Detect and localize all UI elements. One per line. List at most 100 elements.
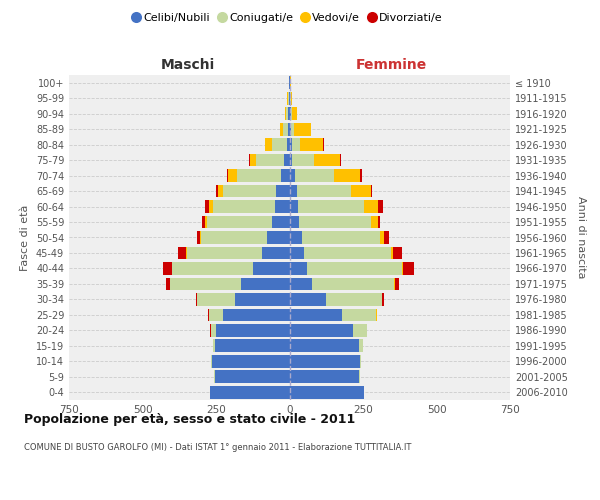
Bar	[290, 123, 294, 136]
Bar	[364, 200, 378, 213]
Bar	[290, 386, 364, 398]
Bar	[197, 231, 200, 244]
Bar	[290, 184, 297, 198]
Bar	[170, 278, 241, 290]
Bar	[288, 123, 290, 136]
Bar	[209, 308, 223, 321]
Bar	[311, 278, 394, 290]
Bar	[210, 386, 290, 398]
Bar	[403, 262, 414, 275]
Bar	[290, 138, 292, 151]
Bar	[295, 169, 334, 182]
Bar	[290, 293, 326, 306]
Bar	[297, 184, 351, 198]
Bar	[197, 293, 235, 306]
Bar	[299, 216, 371, 228]
Bar	[290, 108, 292, 120]
Y-axis label: Anni di nascita: Anni di nascita	[576, 196, 586, 279]
Bar	[212, 355, 290, 368]
Bar	[211, 324, 216, 336]
Bar	[287, 138, 290, 151]
Bar	[223, 308, 290, 321]
Bar	[290, 154, 292, 166]
Bar	[359, 340, 363, 352]
Bar	[213, 340, 215, 352]
Text: Femmine: Femmine	[355, 58, 427, 72]
Bar	[290, 246, 304, 260]
Bar	[288, 92, 289, 104]
Bar	[285, 108, 286, 120]
Bar	[281, 169, 290, 182]
Bar	[294, 123, 311, 136]
Bar	[290, 262, 307, 275]
Bar	[205, 216, 207, 228]
Bar	[236, 169, 281, 182]
Bar	[213, 200, 275, 213]
Bar	[290, 216, 299, 228]
Bar	[163, 262, 172, 275]
Bar	[307, 262, 402, 275]
Bar	[262, 246, 290, 260]
Bar	[290, 324, 353, 336]
Bar	[360, 355, 361, 368]
Bar	[249, 154, 250, 166]
Bar	[371, 216, 378, 228]
Bar	[196, 293, 197, 306]
Bar	[378, 200, 383, 213]
Bar	[268, 231, 290, 244]
Bar	[291, 92, 292, 104]
Bar	[207, 216, 272, 228]
Bar	[187, 246, 262, 260]
Bar	[272, 216, 290, 228]
Legend: Celibi/Nubili, Coniugati/e, Vedovi/e, Divorziati/e: Celibi/Nubili, Coniugati/e, Vedovi/e, Di…	[129, 8, 447, 28]
Bar	[241, 278, 290, 290]
Bar	[202, 216, 205, 228]
Bar	[218, 184, 223, 198]
Bar	[290, 340, 359, 352]
Bar	[276, 184, 290, 198]
Bar	[292, 154, 314, 166]
Bar	[298, 200, 364, 213]
Bar	[292, 138, 301, 151]
Text: Maschi: Maschi	[161, 58, 215, 72]
Bar	[301, 138, 323, 151]
Bar	[290, 355, 360, 368]
Bar	[290, 370, 359, 383]
Bar	[280, 123, 283, 136]
Bar	[383, 231, 389, 244]
Bar	[253, 262, 290, 275]
Bar	[229, 169, 236, 182]
Bar	[215, 340, 290, 352]
Bar	[288, 108, 290, 120]
Text: COMUNE DI BUSTO GAROLFO (MI) - Dati ISTAT 1° gennaio 2011 - Elaborazione TUTTITA: COMUNE DI BUSTO GAROLFO (MI) - Dati ISTA…	[24, 442, 412, 452]
Bar	[290, 231, 302, 244]
Bar	[275, 200, 290, 213]
Bar	[272, 138, 287, 151]
Bar	[351, 184, 371, 198]
Bar	[178, 246, 186, 260]
Bar	[314, 154, 340, 166]
Bar	[290, 200, 298, 213]
Bar	[202, 231, 268, 244]
Bar	[395, 278, 399, 290]
Bar	[289, 92, 290, 104]
Bar	[283, 123, 288, 136]
Bar	[304, 246, 391, 260]
Bar	[361, 169, 362, 182]
Bar	[334, 169, 361, 182]
Bar	[382, 293, 383, 306]
Bar	[380, 231, 383, 244]
Bar	[290, 169, 295, 182]
Bar	[166, 278, 170, 290]
Bar	[378, 216, 380, 228]
Bar	[302, 231, 380, 244]
Bar	[326, 293, 382, 306]
Bar	[286, 108, 288, 120]
Bar	[200, 231, 202, 244]
Bar	[391, 246, 393, 260]
Bar	[284, 154, 290, 166]
Bar	[205, 200, 209, 213]
Bar	[393, 246, 403, 260]
Bar	[292, 108, 297, 120]
Bar	[223, 184, 276, 198]
